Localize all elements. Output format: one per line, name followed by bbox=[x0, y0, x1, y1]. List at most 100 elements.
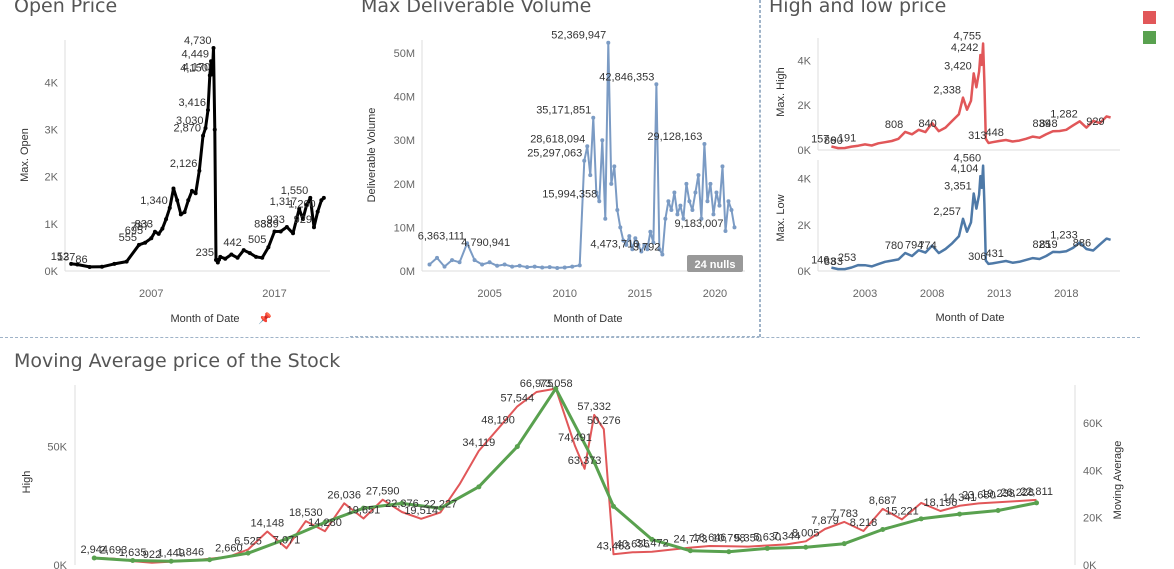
data-label: 50,276 bbox=[587, 415, 621, 427]
data-point bbox=[627, 234, 632, 239]
data-point bbox=[465, 241, 470, 246]
data-point bbox=[197, 168, 202, 173]
data-label: 40,636 bbox=[616, 538, 650, 550]
data-point bbox=[360, 505, 366, 511]
data-label: 63,373 bbox=[568, 455, 602, 467]
data-label: 8,005 bbox=[792, 527, 820, 539]
data-label: 23,680 bbox=[962, 489, 996, 501]
data-point bbox=[624, 242, 629, 247]
data-label: 2,693 bbox=[100, 545, 128, 557]
data-label: 9,183,007 bbox=[675, 218, 724, 230]
data-label: 10,798 bbox=[712, 532, 746, 544]
data-point bbox=[182, 210, 187, 215]
high-low-title: High and low price bbox=[769, 0, 947, 17]
data-point bbox=[591, 115, 596, 120]
nulls-badge[interactable]: 24 nulls bbox=[695, 259, 736, 271]
data-point bbox=[205, 107, 210, 112]
data-point bbox=[588, 173, 593, 178]
data-label: 8,218 bbox=[850, 517, 878, 529]
data-point bbox=[663, 216, 668, 221]
legend-swatch-green[interactable] bbox=[1143, 31, 1156, 44]
data-label: 1,282 bbox=[1050, 108, 1078, 120]
data-point bbox=[582, 158, 587, 163]
data-label: 825 bbox=[1033, 239, 1051, 251]
data-point bbox=[241, 248, 246, 253]
y-tick-label: 2K bbox=[798, 220, 812, 232]
data-label: 838 bbox=[254, 218, 272, 230]
nulls-badge-bg[interactable] bbox=[687, 255, 743, 272]
data-label: 4,730 bbox=[184, 35, 212, 47]
data-label: 15,994,358 bbox=[542, 188, 597, 200]
pin-icon[interactable]: 📌 bbox=[258, 311, 272, 325]
data-label: 6,363,111 bbox=[418, 230, 465, 242]
data-label: 3,792 bbox=[633, 241, 661, 253]
data-label: 8,687 bbox=[869, 495, 897, 507]
data-point bbox=[841, 541, 847, 547]
data-point bbox=[726, 549, 732, 555]
moving-avg-chart[interactable]: 0K50K0K20K40K60K2,9442,6931,6359221,4491… bbox=[47, 378, 1103, 569]
data-point bbox=[603, 216, 608, 221]
data-point bbox=[91, 555, 97, 561]
data-point bbox=[672, 190, 677, 195]
data-point bbox=[648, 229, 653, 234]
data-label: 819 bbox=[1039, 239, 1057, 251]
data-point bbox=[597, 199, 602, 204]
data-label: 7,879 bbox=[811, 515, 839, 527]
data-point bbox=[87, 264, 92, 269]
data-point bbox=[615, 207, 620, 212]
data-point bbox=[732, 225, 737, 230]
data-label: 505 bbox=[248, 234, 266, 246]
data-point bbox=[645, 247, 650, 252]
data-point bbox=[143, 240, 148, 245]
y-tick-label: 4K bbox=[45, 77, 59, 89]
data-label: 1,635 bbox=[119, 547, 147, 559]
y-tick-label: 40M bbox=[394, 92, 415, 104]
data-label: 74,491 bbox=[558, 432, 592, 444]
data-label: 19,651 bbox=[347, 504, 381, 516]
data-label: 66,975 bbox=[520, 378, 554, 390]
data-point bbox=[612, 164, 617, 169]
data-label: 18,646 bbox=[693, 532, 727, 544]
data-label: 4,449 bbox=[182, 48, 210, 60]
data-label: 808 bbox=[885, 119, 903, 131]
data-point bbox=[675, 212, 680, 217]
data-label: 555 bbox=[119, 232, 137, 244]
data-label: 26,228 bbox=[1000, 487, 1034, 499]
x-tick-label: 2017 bbox=[262, 288, 286, 300]
selected-panel-frame bbox=[350, 0, 760, 337]
y-right-tick-label: 0K bbox=[1083, 560, 1097, 569]
data-point bbox=[609, 181, 614, 186]
data-point bbox=[167, 205, 172, 210]
data-point bbox=[164, 217, 169, 222]
legend-swatch-red[interactable] bbox=[1143, 11, 1156, 24]
data-label: 235 bbox=[196, 247, 214, 259]
deliverable-title: Max Deliverable Volume bbox=[361, 0, 592, 17]
data-point bbox=[699, 216, 704, 221]
data-point bbox=[639, 249, 644, 254]
data-point bbox=[229, 252, 234, 257]
x-tick-label: 2003 bbox=[853, 288, 877, 300]
data-point bbox=[315, 209, 320, 214]
deliverable-chart[interactable]: 0M 10M 20M 30M 40M 50M 2005 2010 2015 2020 6,363,1… bbox=[394, 30, 745, 300]
y-tick-label: 0K bbox=[798, 145, 812, 157]
data-label: 448 bbox=[986, 127, 1004, 139]
data-point bbox=[687, 548, 693, 554]
data-label: 18,196 bbox=[924, 497, 958, 509]
data-point bbox=[457, 260, 462, 265]
data-point bbox=[532, 264, 537, 269]
x-tick-label: 2010 bbox=[552, 288, 576, 300]
data-point bbox=[136, 242, 141, 247]
data-label: 86 bbox=[75, 254, 87, 266]
data-label: 26,036 bbox=[327, 489, 361, 501]
data-label: 73,058 bbox=[539, 378, 573, 390]
y-tick-label: 4K bbox=[798, 55, 812, 67]
data-label: 1,846 bbox=[177, 547, 205, 559]
data-label: 886 bbox=[1073, 238, 1091, 250]
data-label: 191 bbox=[838, 133, 856, 145]
data-point bbox=[600, 138, 605, 143]
data-point bbox=[764, 545, 770, 551]
